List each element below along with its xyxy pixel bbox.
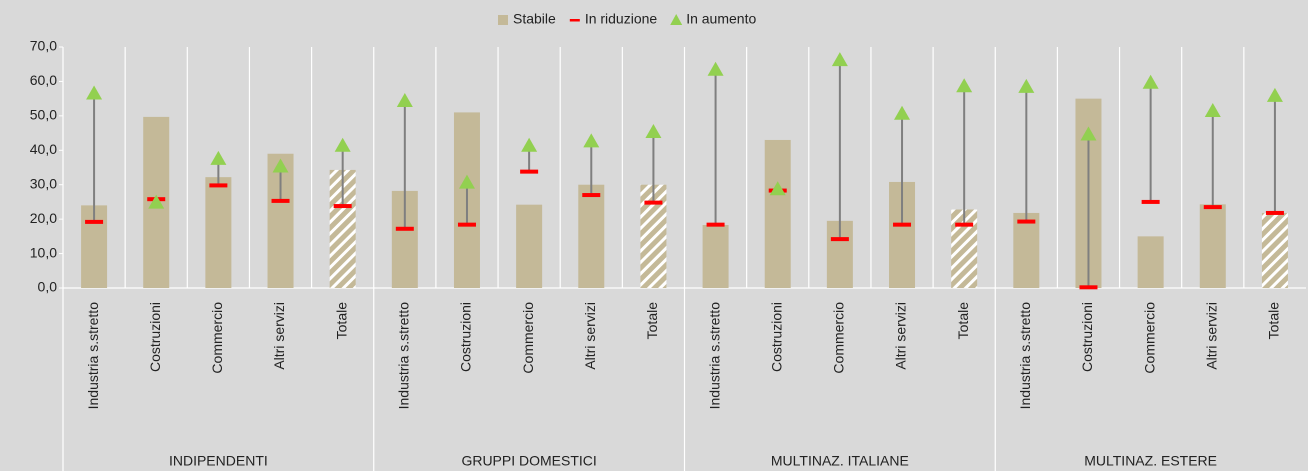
y-tick-label: 40,0: [30, 141, 57, 157]
reduction-marker: [457, 222, 476, 227]
x-tick-label: Commercio: [520, 302, 536, 374]
x-tick-label: Totale: [333, 302, 349, 340]
reduction-marker: [644, 200, 663, 205]
increase-marker: [1018, 78, 1035, 93]
reduction-marker: [706, 222, 725, 227]
reduction-marker: [582, 193, 601, 198]
bar: [1199, 204, 1226, 288]
x-tick-label: Costruzioni: [458, 302, 474, 372]
bar: [1261, 212, 1288, 288]
y-tick-label: 30,0: [30, 175, 57, 191]
y-tick-label: 50,0: [30, 107, 57, 123]
x-tick-label: Altri servizi: [893, 302, 909, 370]
reduction-marker: [1017, 219, 1036, 224]
increase-marker: [148, 194, 165, 209]
reduction-marker: [1265, 210, 1284, 215]
increase-marker: [645, 124, 662, 139]
bar: [702, 224, 729, 288]
group-label: GRUPPI DOMESTICI: [461, 453, 596, 469]
increase-marker: [583, 133, 600, 148]
legend-swatch: [498, 15, 508, 25]
increase-marker: [1080, 126, 1097, 141]
bar: [764, 139, 791, 288]
increase-marker: [86, 85, 103, 100]
bar: [516, 204, 543, 288]
x-tick-label: Commercio: [1141, 302, 1157, 374]
reduction-marker: [1079, 285, 1098, 290]
x-tick-label: Industria s.stretto: [85, 302, 101, 410]
legend: Stabile In riduzione In aumento: [498, 11, 756, 27]
increase-marker: [707, 61, 724, 76]
increase-marker: [1142, 74, 1159, 89]
x-tick-label: Altri servizi: [1203, 302, 1219, 370]
reduction-marker: [955, 222, 974, 227]
reduction-marker: [893, 222, 912, 227]
increase-marker: [1204, 103, 1221, 118]
legend-label: In aumento: [686, 11, 756, 27]
y-tick-label: 60,0: [30, 72, 57, 88]
increase-marker: [1266, 87, 1283, 102]
reduction-marker: [209, 183, 228, 188]
x-tick-label: Costruzioni: [768, 302, 784, 372]
bar: [578, 184, 605, 288]
legend-swatch: [569, 19, 580, 22]
x-tick-label: Industria s.stretto: [706, 302, 722, 410]
x-tick-label: Totale: [1266, 302, 1282, 340]
legend-label: In riduzione: [585, 11, 658, 27]
x-tick-label: Costruzioni: [1079, 302, 1095, 372]
group-label: MULTINAZ. ITALIANE: [771, 453, 909, 469]
x-tick-label: Totale: [644, 302, 660, 340]
reduction-marker: [333, 204, 352, 209]
y-tick-label: 20,0: [30, 210, 57, 226]
bar: [1013, 212, 1040, 288]
x-tick-label: Altri servizi: [582, 302, 598, 370]
reduction-marker: [1203, 205, 1222, 210]
bar: [205, 177, 232, 288]
increase-marker: [210, 150, 227, 165]
reduction-marker: [271, 198, 290, 203]
x-tick-label: Industria s.stretto: [1017, 302, 1033, 410]
increase-marker: [334, 137, 351, 152]
x-tick-label: Industria s.stretto: [396, 302, 412, 410]
reduction-marker: [830, 237, 849, 242]
increase-marker: [894, 105, 911, 120]
increase-marker: [769, 181, 786, 196]
y-tick-label: 0,0: [38, 279, 58, 295]
x-tick-label: Totale: [955, 302, 971, 340]
reduction-marker: [1141, 199, 1160, 204]
bar: [1137, 236, 1164, 288]
group-label: INDIPENDENTI: [169, 453, 268, 469]
increase-marker: [272, 158, 289, 173]
legend-label: Stabile: [513, 11, 556, 27]
increase-marker: [831, 52, 848, 67]
y-tick-label: 10,0: [30, 244, 57, 260]
reduction-marker: [85, 219, 104, 224]
x-tick-label: Commercio: [831, 302, 847, 374]
legend-swatch: [670, 14, 683, 25]
increase-marker: [458, 174, 475, 189]
increase-marker: [956, 78, 973, 93]
x-tick-label: Costruzioni: [147, 302, 163, 372]
increase-marker: [396, 93, 413, 108]
group-label: MULTINAZ. ESTERE: [1084, 453, 1217, 469]
x-tick-label: Altri servizi: [271, 302, 287, 370]
reduction-marker: [520, 169, 539, 174]
increase-marker: [521, 137, 538, 152]
y-tick-label: 70,0: [30, 38, 57, 54]
x-tick-label: Commercio: [209, 302, 225, 374]
reduction-marker: [395, 226, 414, 231]
